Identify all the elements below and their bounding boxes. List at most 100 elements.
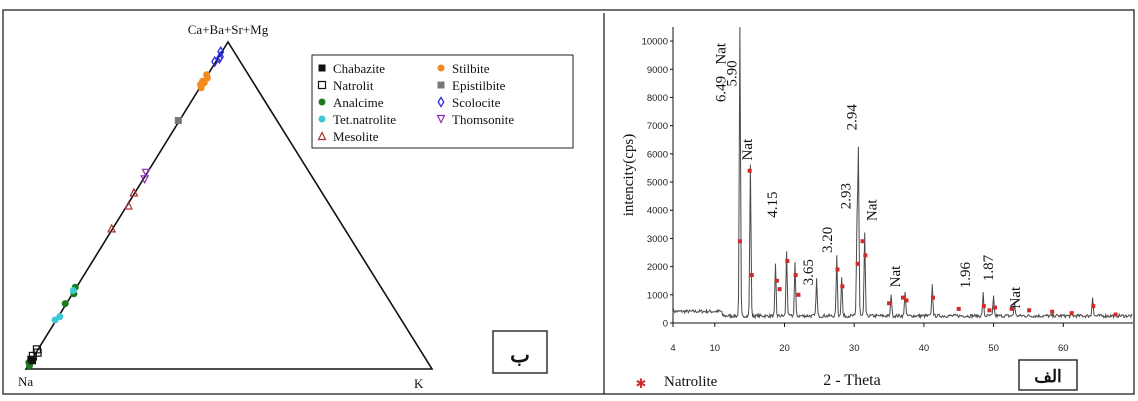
natrolite-marker bbox=[1113, 312, 1118, 317]
natrolite-marker bbox=[747, 168, 752, 173]
legend-label-natrolit: Natrolit bbox=[333, 78, 374, 93]
ternary-legend: Chabazite Natrolit Analcime Tet.natrolite Me… bbox=[311, 54, 574, 149]
y-tick-label: 9000 bbox=[647, 65, 668, 76]
peak-annotation: 1.87 bbox=[981, 254, 997, 281]
ternary-point-thomsonite bbox=[140, 175, 150, 185]
natrolite-marker bbox=[930, 295, 935, 300]
legend-label-analcime: Analcime bbox=[333, 95, 384, 110]
peak-annotation: Nat bbox=[865, 199, 881, 221]
y-tick-label: 4000 bbox=[647, 206, 668, 217]
natrolite-marker bbox=[1091, 304, 1096, 309]
natrolite-marker bbox=[855, 261, 860, 266]
ternary-diagram: Ca+Ba+Sr+Mg Na K Chabazite Natrolit Analci… bbox=[18, 22, 574, 391]
peak-annotation: 2.94 bbox=[844, 104, 860, 131]
ternary-point-epistilbite bbox=[174, 116, 182, 124]
legend-label-tet-natrolite: Tet.natrolite bbox=[333, 112, 396, 127]
apex-right-label: K bbox=[414, 376, 424, 391]
xrd-pattern-line bbox=[672, 26, 1133, 320]
peak-annotation: Nat bbox=[740, 138, 756, 160]
xrd-legend: ✱ Natrolite bbox=[636, 374, 718, 391]
natrolite-marker bbox=[835, 267, 840, 272]
y-tick-label: 3000 bbox=[647, 234, 668, 245]
x-axis-label: 2 - Theta bbox=[823, 372, 880, 389]
panel-label-box-b bbox=[492, 330, 548, 374]
natrolite-markers bbox=[737, 168, 1118, 317]
apex-top-label: Ca+Ba+Sr+Mg bbox=[188, 22, 269, 37]
ternary-point-tet-natrolite bbox=[69, 287, 77, 295]
xrd-chart: 0 1000 2000 3000 4000 5000 6000 7000 8000 9000 100… bbox=[621, 26, 1133, 391]
natrolite-marker bbox=[904, 298, 909, 303]
natrolite-marker bbox=[956, 306, 961, 311]
legend-marker-analcime bbox=[318, 98, 326, 106]
peak-annotation: Nat bbox=[888, 265, 904, 287]
x-ticks: 4 10 20 30 40 50 60 bbox=[670, 323, 1069, 354]
ternary-point-analcime bbox=[61, 300, 69, 308]
y-tick-label: 10000 bbox=[642, 37, 668, 48]
y-tick-label: 8000 bbox=[647, 93, 668, 104]
legend-label-epistilbite: Epistilbite bbox=[452, 78, 506, 93]
y-tick-label: 6000 bbox=[647, 149, 668, 160]
figure-border bbox=[2, 9, 1135, 395]
y-tick-label: 5000 bbox=[647, 178, 668, 189]
natrolite-marker bbox=[1027, 308, 1032, 313]
peak-annotation: 1.96 bbox=[958, 261, 974, 288]
panel-label-box-alef bbox=[1018, 359, 1078, 391]
panel-label-b: ب bbox=[510, 343, 530, 367]
y-tick-label: 7000 bbox=[647, 121, 668, 132]
legend-label-stilbite: Stilbite bbox=[452, 61, 490, 76]
x-tick-label: 50 bbox=[988, 343, 999, 354]
natrolite-marker bbox=[987, 308, 992, 313]
x-tick-label: 4 bbox=[670, 343, 675, 354]
natrolite-marker bbox=[863, 253, 868, 258]
legend-marker-thomsonite bbox=[436, 114, 446, 124]
ternary-point-mesolite bbox=[129, 187, 139, 197]
ternary-point-tet-natrolite bbox=[51, 316, 59, 324]
natrolite-marker bbox=[785, 258, 790, 263]
natrolite-marker bbox=[901, 295, 905, 300]
natrolite-marker bbox=[860, 239, 865, 244]
y-ticks: 0 1000 2000 3000 4000 5000 6000 7000 8000 9000 100… bbox=[642, 37, 673, 330]
legend-marker-chabazite bbox=[318, 64, 326, 72]
ternary-point-mesolite bbox=[124, 200, 133, 210]
ternary-point-stilbite bbox=[197, 84, 205, 92]
peak-annotation: 2.93 bbox=[839, 183, 855, 209]
ternary-point-thomsonite bbox=[141, 168, 151, 178]
legend-label-scolocite: Scolocite bbox=[452, 95, 501, 110]
natrolite-marker bbox=[774, 278, 779, 283]
legend-marker-scolocite bbox=[437, 96, 445, 108]
natrolite-legend-label: Natrolite bbox=[664, 374, 718, 390]
peak-annotation: Nat bbox=[1008, 286, 1024, 308]
peak-annotation: Nat bbox=[713, 42, 729, 64]
y-tick-label: 0 bbox=[663, 319, 668, 330]
x-tick-label: 20 bbox=[779, 343, 790, 354]
apex-left-label: Na bbox=[18, 374, 33, 389]
y-axis-label: intencity(cps) bbox=[621, 134, 637, 216]
legend-marker-natrolit bbox=[317, 80, 327, 90]
natrolite-marker bbox=[887, 301, 892, 306]
natrolite-marker bbox=[777, 287, 782, 292]
legend-marker-stilbite bbox=[437, 64, 445, 72]
natrolite-marker bbox=[981, 304, 986, 309]
x-tick-label: 60 bbox=[1058, 343, 1069, 354]
ternary-point-scolocite bbox=[211, 55, 219, 68]
ternary-points bbox=[25, 46, 225, 370]
natrolite-marker bbox=[840, 284, 845, 289]
natrolite-marker bbox=[993, 305, 997, 310]
natrolite-marker bbox=[749, 273, 754, 278]
ternary-point-chabazite bbox=[29, 357, 37, 365]
peak-annotations: 6.49Nat5.90Nat4.153.653.202.932.94NatNat… bbox=[713, 42, 1024, 308]
natrolite-marker bbox=[1069, 311, 1074, 316]
ternary-point-scolocite bbox=[215, 52, 223, 65]
legend-marker-mesolite bbox=[317, 131, 327, 141]
natrolite-marker bbox=[737, 239, 742, 244]
natrolite-marker bbox=[793, 273, 798, 278]
natrolite-marker bbox=[1050, 309, 1055, 314]
legend-marker-epistilbite bbox=[437, 81, 445, 89]
peak-annotation: 3.65 bbox=[801, 259, 817, 285]
natrolite-marker bbox=[1009, 306, 1014, 311]
peak-annotation: 6.49 bbox=[713, 76, 729, 102]
x-tick-label: 30 bbox=[849, 343, 860, 354]
natrolite-marker bbox=[796, 292, 801, 297]
natrolite-legend-marker: ✱ bbox=[636, 376, 647, 391]
